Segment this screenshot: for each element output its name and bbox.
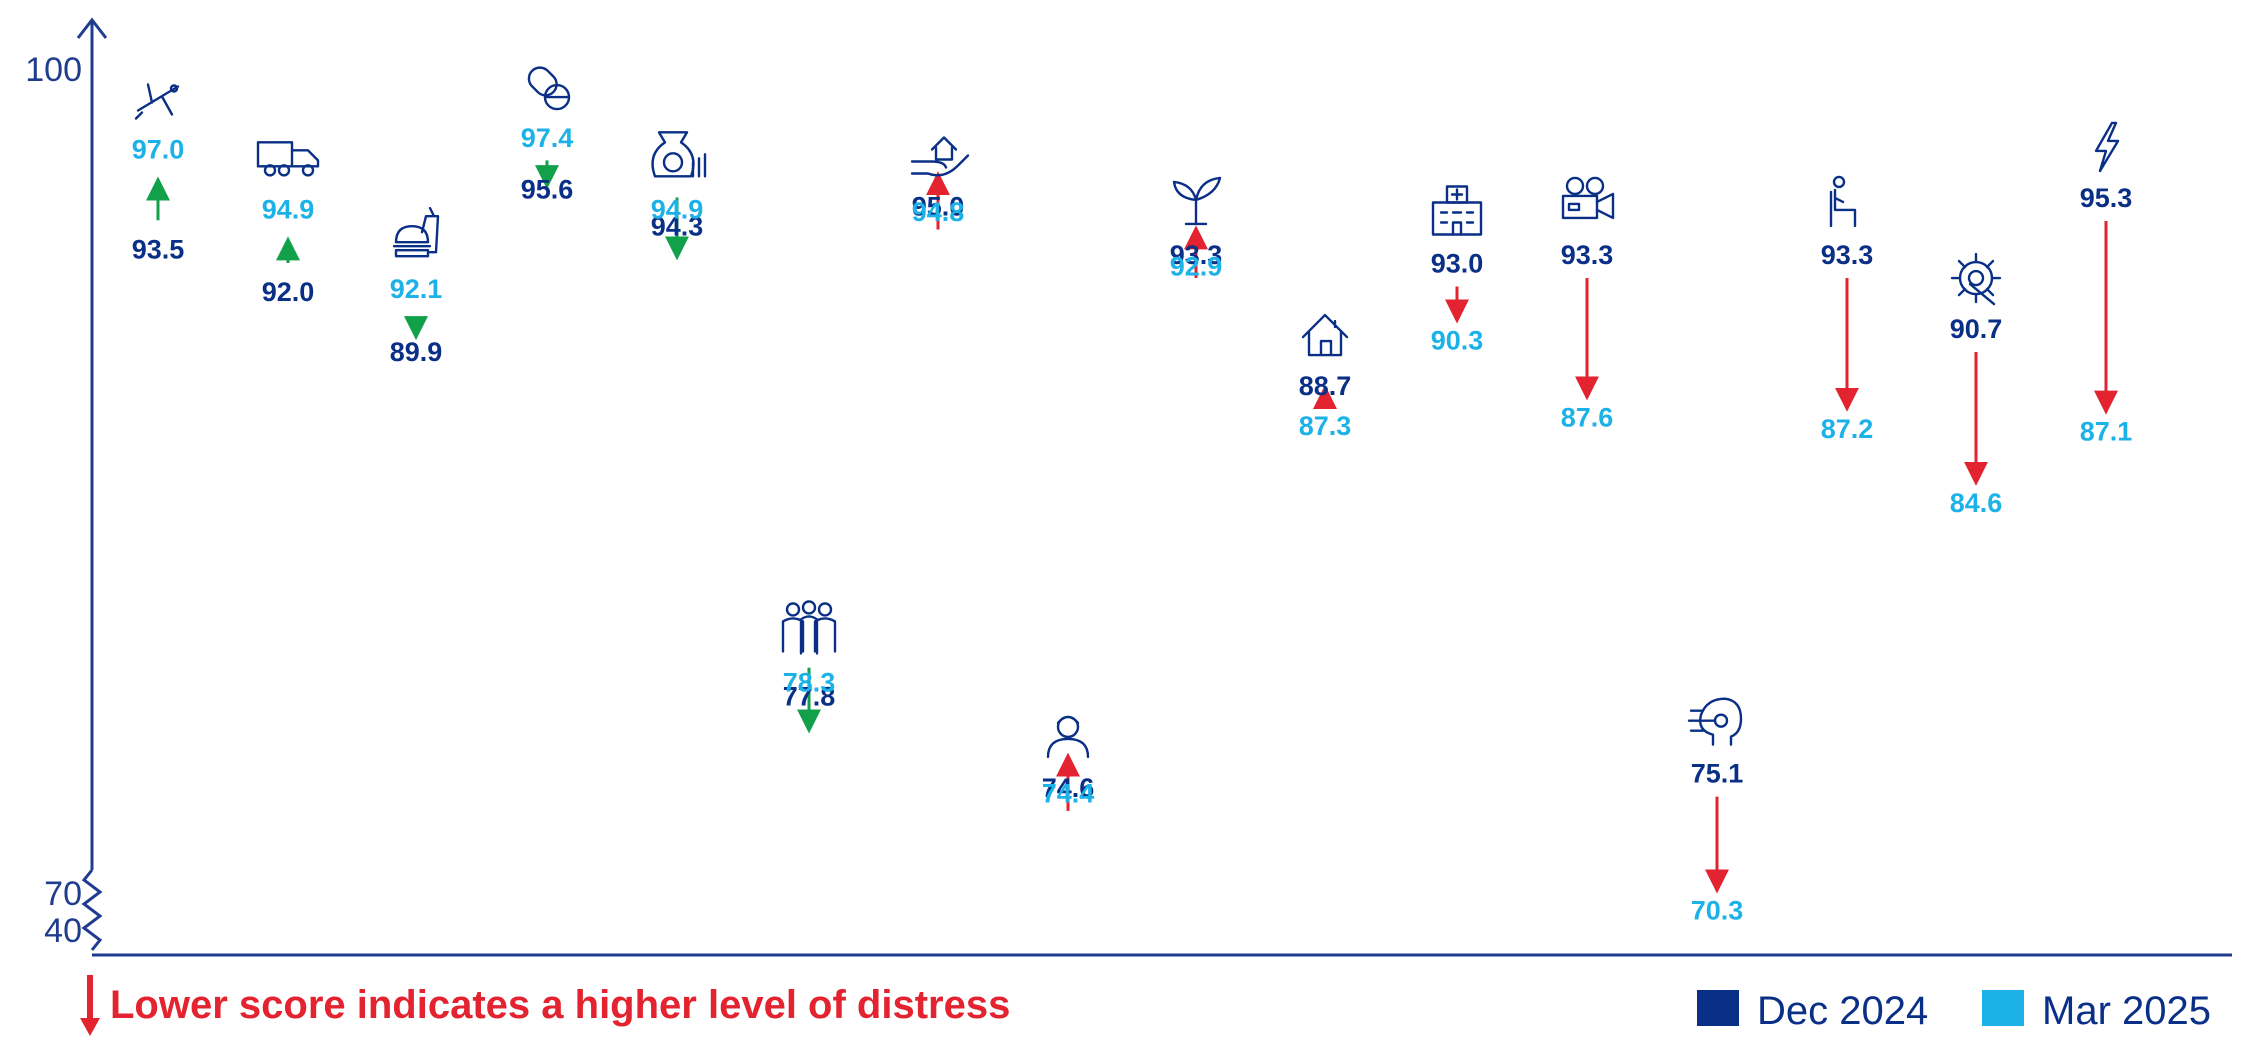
note-text: Lower score indicates a higher level of … <box>110 983 1010 1027</box>
category-1: 93.5 97.0 <box>132 83 185 264</box>
category-14: 93.3 87.2 <box>1821 175 1874 444</box>
hospital-icon <box>1431 185 1483 236</box>
pill-icon <box>527 66 571 111</box>
dec-2024-value-label: 95.3 <box>2080 183 2133 213</box>
seated-person-icon <box>1829 175 1857 228</box>
category-5: 94.394.9 <box>651 131 707 261</box>
dec-2024-value-label: 90.7 <box>1950 314 2003 344</box>
category-15: 90.7 84.6 <box>1950 252 2003 518</box>
dec-2024-value-label: 88.7 <box>1299 371 1352 401</box>
distress-note: Lower score indicates a higher level of … <box>80 975 1010 1036</box>
money-bag-icon <box>651 131 707 178</box>
category-6: 77.878.3 <box>781 600 837 734</box>
category-4: 95.6 97.4 <box>521 66 574 204</box>
dec-2024-value-label: 93.3 <box>1821 240 1874 270</box>
mar-2025-value-label: 84.6 <box>1950 488 2003 518</box>
dec-2024-value-label: 95.6 <box>521 174 574 204</box>
legend-swatch-mar-2025 <box>1982 990 2024 1026</box>
mar-2025-value-label: 70.3 <box>1691 895 1744 925</box>
mar-2025-value-label: 90.3 <box>1431 325 1484 355</box>
lightning-icon <box>2094 121 2120 173</box>
category-11: 93.0 90.3 <box>1431 185 1484 355</box>
dec-2024-value-label: 77.8 <box>783 682 836 712</box>
y-axis: 100 70 40 <box>25 17 108 951</box>
mar-2025-value-label: 74.4 <box>1042 779 1095 809</box>
dec-2024-value-label: 95.0 <box>912 192 965 222</box>
y-tick-label-100: 100 <box>25 51 82 89</box>
dec-2024-value-label: 89.9 <box>390 337 443 367</box>
mar-2025-value-label: 97.4 <box>521 123 574 153</box>
mar-2025-value-label: 87.2 <box>1821 414 1874 444</box>
category-10: 88.7 87.3 <box>1299 313 1352 441</box>
category-8: 74.674.4 <box>1042 715 1095 811</box>
mar-2025-value-label: 92.1 <box>390 274 443 304</box>
gear-wrench-icon <box>1950 252 2002 306</box>
category-3: 89.9 92.1 <box>390 206 443 367</box>
mar-2025-value-label: 92.9 <box>1170 251 1223 281</box>
dec-2024-value-label: 93.0 <box>1431 249 1484 279</box>
legend-label-dec-2024: Dec 2024 <box>1757 989 1928 1033</box>
mar-2025-value-label: 94.9 <box>651 194 704 224</box>
category-12: 93.3 87.6 <box>1561 176 1615 432</box>
mar-2025-value-label: 94.8 <box>912 197 965 227</box>
legend-swatch-dec-2024 <box>1697 990 1739 1026</box>
hand-house-icon <box>910 136 970 177</box>
legend-label-mar-2025: Mar 2025 <box>2042 989 2211 1033</box>
food-drink-icon <box>392 206 440 258</box>
dec-2024-value-label: 75.1 <box>1691 759 1744 789</box>
category-9: 93.392.9 <box>1170 176 1223 281</box>
people-group-icon <box>781 600 837 655</box>
film-camera-icon <box>1561 176 1615 220</box>
legend: Dec 2024 Mar 2025 <box>1697 989 2211 1033</box>
dec-2024-value-label: 93.3 <box>1170 240 1223 270</box>
y-axis-break <box>81 869 103 951</box>
note-arrow-head <box>80 1018 100 1036</box>
category-2: 92.0 94.9 <box>256 141 320 307</box>
category-16: 95.3 87.1 <box>2080 121 2133 447</box>
person-icon <box>1046 715 1090 759</box>
mar-2025-value-label: 87.1 <box>2080 417 2133 447</box>
ai-head-icon <box>1687 697 1743 746</box>
truck-icon <box>256 141 320 177</box>
mar-2025-value-label: 78.3 <box>783 667 836 697</box>
dec-2024-value-label: 93.3 <box>1561 240 1614 270</box>
y-tick-label-40: 40 <box>44 912 82 950</box>
y-axis-arrowhead <box>76 17 108 39</box>
mar-2025-value-label: 87.6 <box>1561 402 1614 432</box>
y-tick-label-70: 70 <box>44 875 82 913</box>
dec-2024-value-label: 74.6 <box>1042 773 1095 803</box>
dec-2024-value-label: 93.5 <box>132 234 185 264</box>
dec-2024-value-label: 94.3 <box>651 211 704 241</box>
airplane-icon <box>134 83 180 120</box>
house-icon <box>1301 313 1349 357</box>
mar-2025-value-label: 87.3 <box>1299 411 1352 441</box>
category-7: 95.094.8 <box>910 136 970 230</box>
category-13: 75.1 70.3 <box>1687 697 1744 925</box>
plant-icon <box>1172 176 1222 226</box>
mar-2025-value-label: 94.9 <box>262 194 315 224</box>
data-layer: 93.597.092.094.989.992.195.697.494.394.9… <box>132 66 2133 925</box>
mar-2025-value-label: 97.0 <box>132 135 185 165</box>
dec-2024-value-label: 92.0 <box>262 277 315 307</box>
